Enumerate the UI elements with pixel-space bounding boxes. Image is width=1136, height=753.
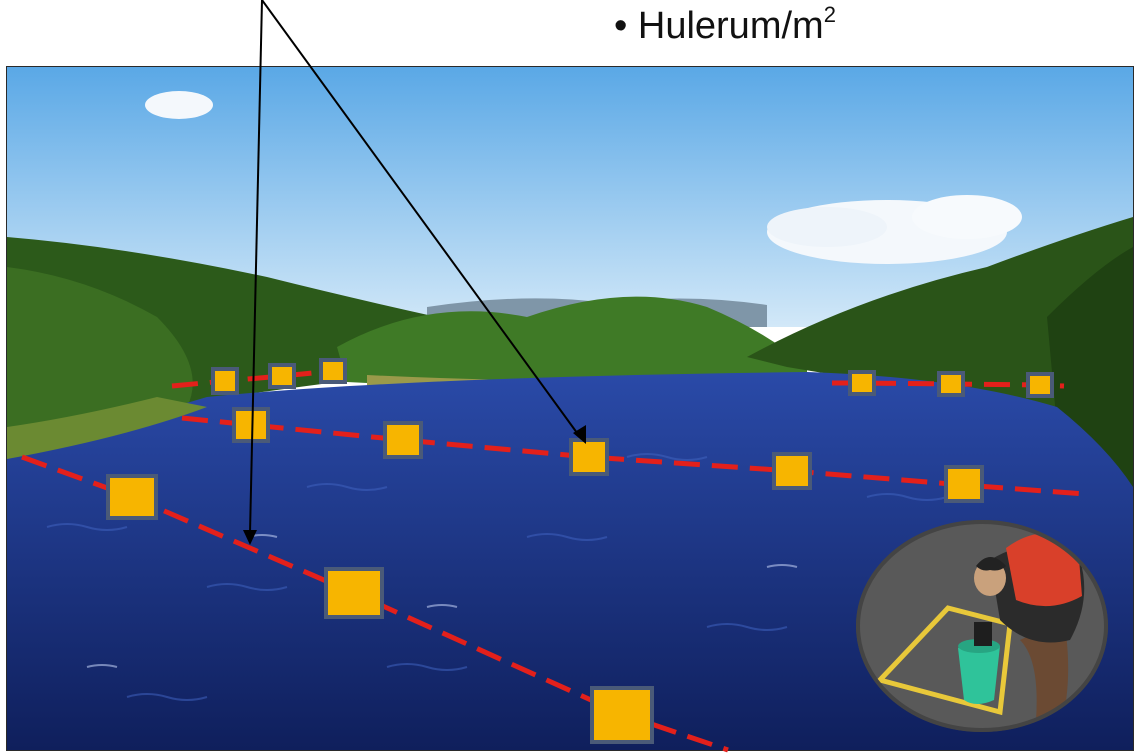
cloud-left [145, 91, 213, 119]
river-photo [6, 66, 1134, 751]
left-shore [7, 397, 207, 459]
right-forest [747, 217, 1133, 487]
river-water [7, 372, 1133, 750]
river-scene [7, 67, 1133, 750]
bullet-glyph: • [614, 5, 628, 47]
bullet-superscript: 2 [823, 2, 836, 27]
bullet-label: • Hulerum/m2 [614, 2, 836, 48]
bullet-main-text: Hulerum/m [637, 5, 824, 47]
